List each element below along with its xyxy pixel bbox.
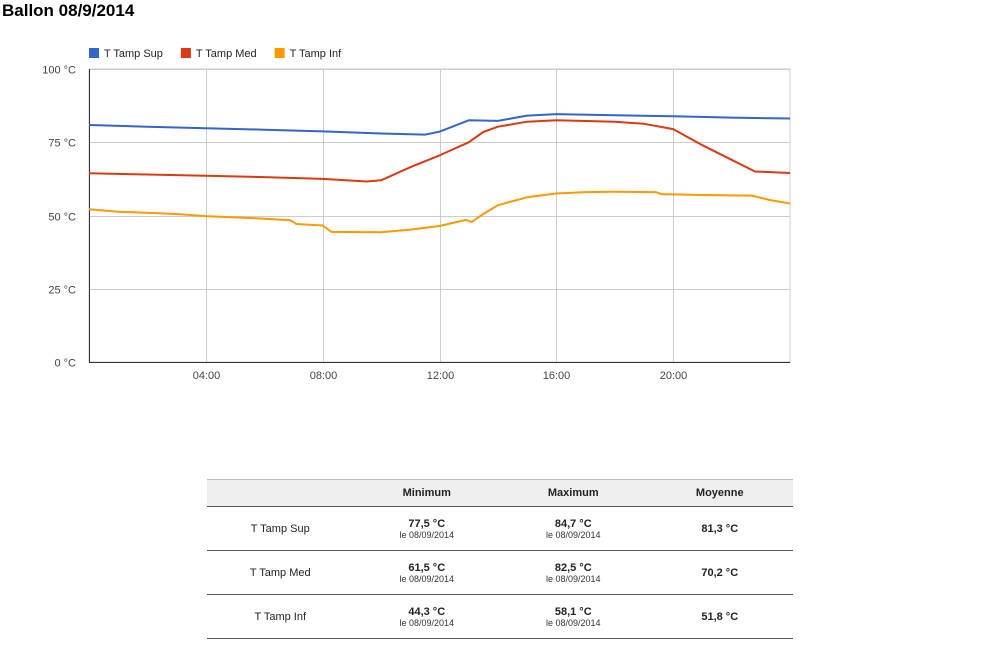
maximum-date: le 08/09/2014 bbox=[545, 529, 601, 540]
row-maximum-cell: 58,1 °C le 08/09/2014 bbox=[500, 594, 647, 639]
row-minimum-cell: 44,3 °C le 08/09/2014 bbox=[353, 594, 500, 639]
series-line-t-tamp-med[interactable] bbox=[88, 119, 791, 183]
row-average-cell: 51,8 °C bbox=[646, 594, 793, 639]
table-header-maximum: Maximum bbox=[500, 479, 647, 507]
row-minimum-cell: 77,5 °C le 08/09/2014 bbox=[353, 506, 500, 551]
minimum-value: 44,3 °C bbox=[408, 605, 446, 618]
chart-legend[interactable]: T Tamp Sup T Tamp Med T Tamp Inf bbox=[89, 48, 342, 60]
x-tick-label: 16:00 bbox=[543, 370, 571, 382]
row-average-cell: 70,2 °C bbox=[646, 550, 793, 595]
average-value: 51,8 °C bbox=[701, 610, 739, 623]
y-tick-label: 0 °C bbox=[54, 358, 76, 370]
maximum-value: 82,5 °C bbox=[554, 561, 592, 574]
table-header-average: Moyenne bbox=[646, 479, 793, 507]
maximum-date: le 08/09/2014 bbox=[545, 617, 601, 628]
row-maximum-cell: 82,5 °C le 08/09/2014 bbox=[500, 550, 647, 595]
row-series-name: T Tamp Inf bbox=[207, 594, 354, 639]
minimum-date: le 08/09/2014 bbox=[399, 617, 455, 628]
legend-swatch-t-tamp-inf[interactable] bbox=[274, 48, 285, 58]
legend-label-t-tamp-inf[interactable]: T Tamp Inf bbox=[290, 48, 343, 60]
average-value: 81,3 °C bbox=[701, 522, 739, 535]
series-line-t-tamp-sup[interactable] bbox=[88, 113, 791, 136]
minimum-value: 77,5 °C bbox=[408, 517, 446, 530]
table-header-minimum: Minimum bbox=[353, 479, 500, 507]
page-title: Ballon 08/9/2014 bbox=[2, 1, 135, 20]
y-tick-label: 100 °C bbox=[42, 65, 76, 77]
x-tick-label: 08:00 bbox=[310, 370, 338, 382]
row-average-cell: 81,3 °C bbox=[646, 506, 793, 551]
y-tick-label: 50 °C bbox=[48, 212, 76, 224]
row-minimum-cell: 61,5 °C le 08/09/2014 bbox=[353, 550, 500, 595]
average-value: 70,2 °C bbox=[701, 566, 739, 579]
table-header-row: Minimum Maximum Moyenne bbox=[207, 479, 793, 507]
legend-swatch-t-tamp-sup[interactable] bbox=[89, 48, 99, 58]
chart-series[interactable] bbox=[88, 113, 791, 234]
legend-label-t-tamp-med[interactable]: T Tamp Med bbox=[196, 48, 257, 60]
maximum-value: 84,7 °C bbox=[554, 517, 592, 530]
minimum-value: 61,5 °C bbox=[408, 561, 446, 574]
minimum-date: le 08/09/2014 bbox=[399, 573, 455, 584]
legend-swatch-t-tamp-med[interactable] bbox=[180, 48, 191, 58]
x-tick-label: 12:00 bbox=[427, 370, 455, 382]
row-maximum-cell: 84,7 °C le 08/09/2014 bbox=[500, 506, 647, 551]
y-tick-label: 25 °C bbox=[48, 285, 76, 297]
chart-axes: 0 °C 25 °C 50 °C 75 °C 100 °C 04:00 08:00 12:00… bbox=[42, 65, 790, 382]
y-tick-label: 75 °C bbox=[48, 138, 76, 150]
line-chart: T Tamp Sup T Tamp Med T Tamp Inf 0 °C 25 °C… bbox=[42, 48, 791, 382]
table-header-name bbox=[207, 479, 354, 507]
table-row: T Tamp Inf 44,3 °C le 08/09/2014 58,1 °C… bbox=[207, 594, 793, 639]
table-row: T Tamp Med 61,5 °C le 08/09/2014 82,5 °C… bbox=[207, 550, 793, 595]
row-series-name: T Tamp Med bbox=[207, 550, 354, 595]
legend-label-t-tamp-sup[interactable]: T Tamp Sup bbox=[104, 48, 163, 60]
maximum-value: 58,1 °C bbox=[554, 605, 592, 618]
minimum-date: le 08/09/2014 bbox=[399, 529, 455, 540]
x-tick-label: 04:00 bbox=[193, 370, 221, 382]
series-line-t-tamp-inf[interactable] bbox=[88, 190, 791, 234]
x-tick-label: 20:00 bbox=[660, 370, 688, 382]
maximum-date: le 08/09/2014 bbox=[545, 573, 601, 584]
stats-table: Minimum Maximum Moyenne T Tamp Sup 77,5 … bbox=[207, 479, 793, 639]
row-series-name: T Tamp Sup bbox=[207, 506, 354, 551]
table-row: T Tamp Sup 77,5 °C le 08/09/2014 84,7 °C… bbox=[207, 506, 793, 551]
